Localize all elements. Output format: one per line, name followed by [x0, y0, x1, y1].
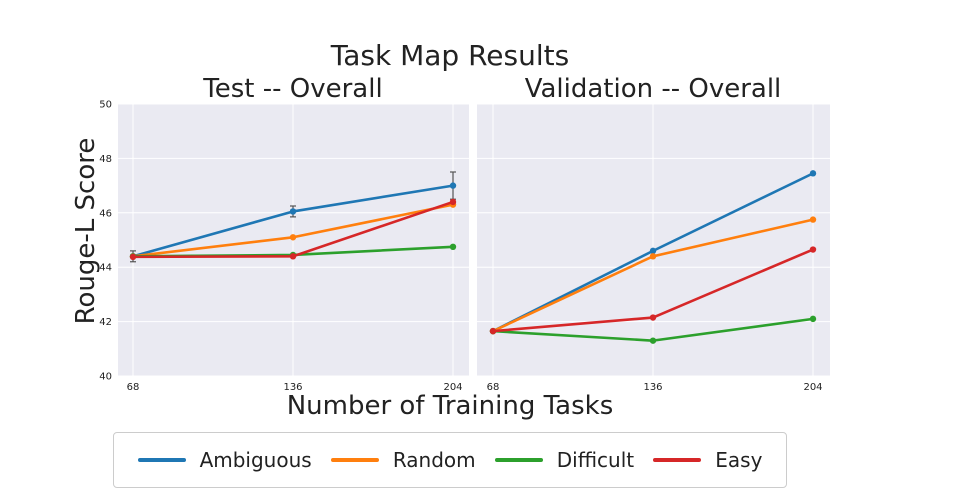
data-point-ambiguous	[289, 208, 297, 215]
legend-label-easy: Easy	[715, 448, 763, 472]
y-tick-label: 44	[99, 263, 112, 274]
legend-item-random: Random	[330, 448, 476, 472]
data-point-ambiguous	[649, 247, 657, 255]
data-point-easy	[649, 314, 657, 321]
y-axis-label: Rouge-L Score	[71, 138, 101, 325]
data-point-easy	[809, 246, 817, 253]
legend: Ambiguous Random Difficult Easy	[113, 432, 787, 488]
data-point-difficult	[809, 315, 817, 323]
data-point-difficult	[449, 243, 457, 250]
data-point-random	[649, 253, 657, 260]
chart-title: Task Map Results	[330, 39, 569, 72]
legend-item-difficult: Difficult	[494, 448, 635, 472]
y-tick-label: 50	[99, 100, 112, 111]
data-point-easy	[289, 253, 297, 260]
y-tick-label: 48	[99, 154, 112, 165]
x-tick-label: 136	[283, 382, 302, 393]
y-tick-label: 46	[99, 208, 112, 219]
data-point-ambiguous	[809, 170, 817, 177]
x-tick-label: 68	[127, 382, 140, 393]
x-tick-label: 136	[643, 382, 662, 393]
y-tick-label: 40	[99, 372, 112, 383]
panel-0: 40 42 44 46 48 50 68 136 204	[99, 100, 469, 393]
legend-swatch-random	[330, 458, 379, 462]
panel-title-test: Test -- Overall	[202, 74, 382, 104]
x-tick-label: 204	[803, 382, 822, 393]
legend-swatch-difficult	[494, 458, 543, 462]
y-tick-label: 42	[99, 317, 112, 328]
data-point-easy	[129, 253, 137, 261]
data-point-difficult	[649, 337, 657, 344]
data-point-random	[289, 234, 297, 241]
data-point-ambiguous	[449, 182, 457, 189]
x-axis-label: Number of Training Tasks	[287, 391, 614, 421]
data-point-random	[809, 216, 817, 223]
data-point-easy	[449, 198, 457, 206]
legend-item-ambiguous: Ambiguous	[137, 448, 312, 472]
panel-1: 68 136 204	[477, 103, 830, 393]
legend-label-difficult: Difficult	[556, 448, 635, 472]
legend-label-ambiguous: Ambiguous	[199, 448, 312, 472]
x-tick-label: 204	[443, 382, 462, 393]
panel-title-validation: Validation -- Overall	[525, 74, 782, 104]
chart-figure: Task Map Results Test -- Overall Validat…	[71, 39, 830, 421]
legend-swatch-ambiguous	[137, 458, 186, 462]
x-tick-label: 68	[487, 382, 500, 393]
legend-label-random: Random	[392, 448, 476, 472]
legend-swatch-easy	[653, 458, 702, 462]
legend-item-easy: Easy	[653, 448, 762, 472]
data-point-easy	[489, 327, 497, 335]
